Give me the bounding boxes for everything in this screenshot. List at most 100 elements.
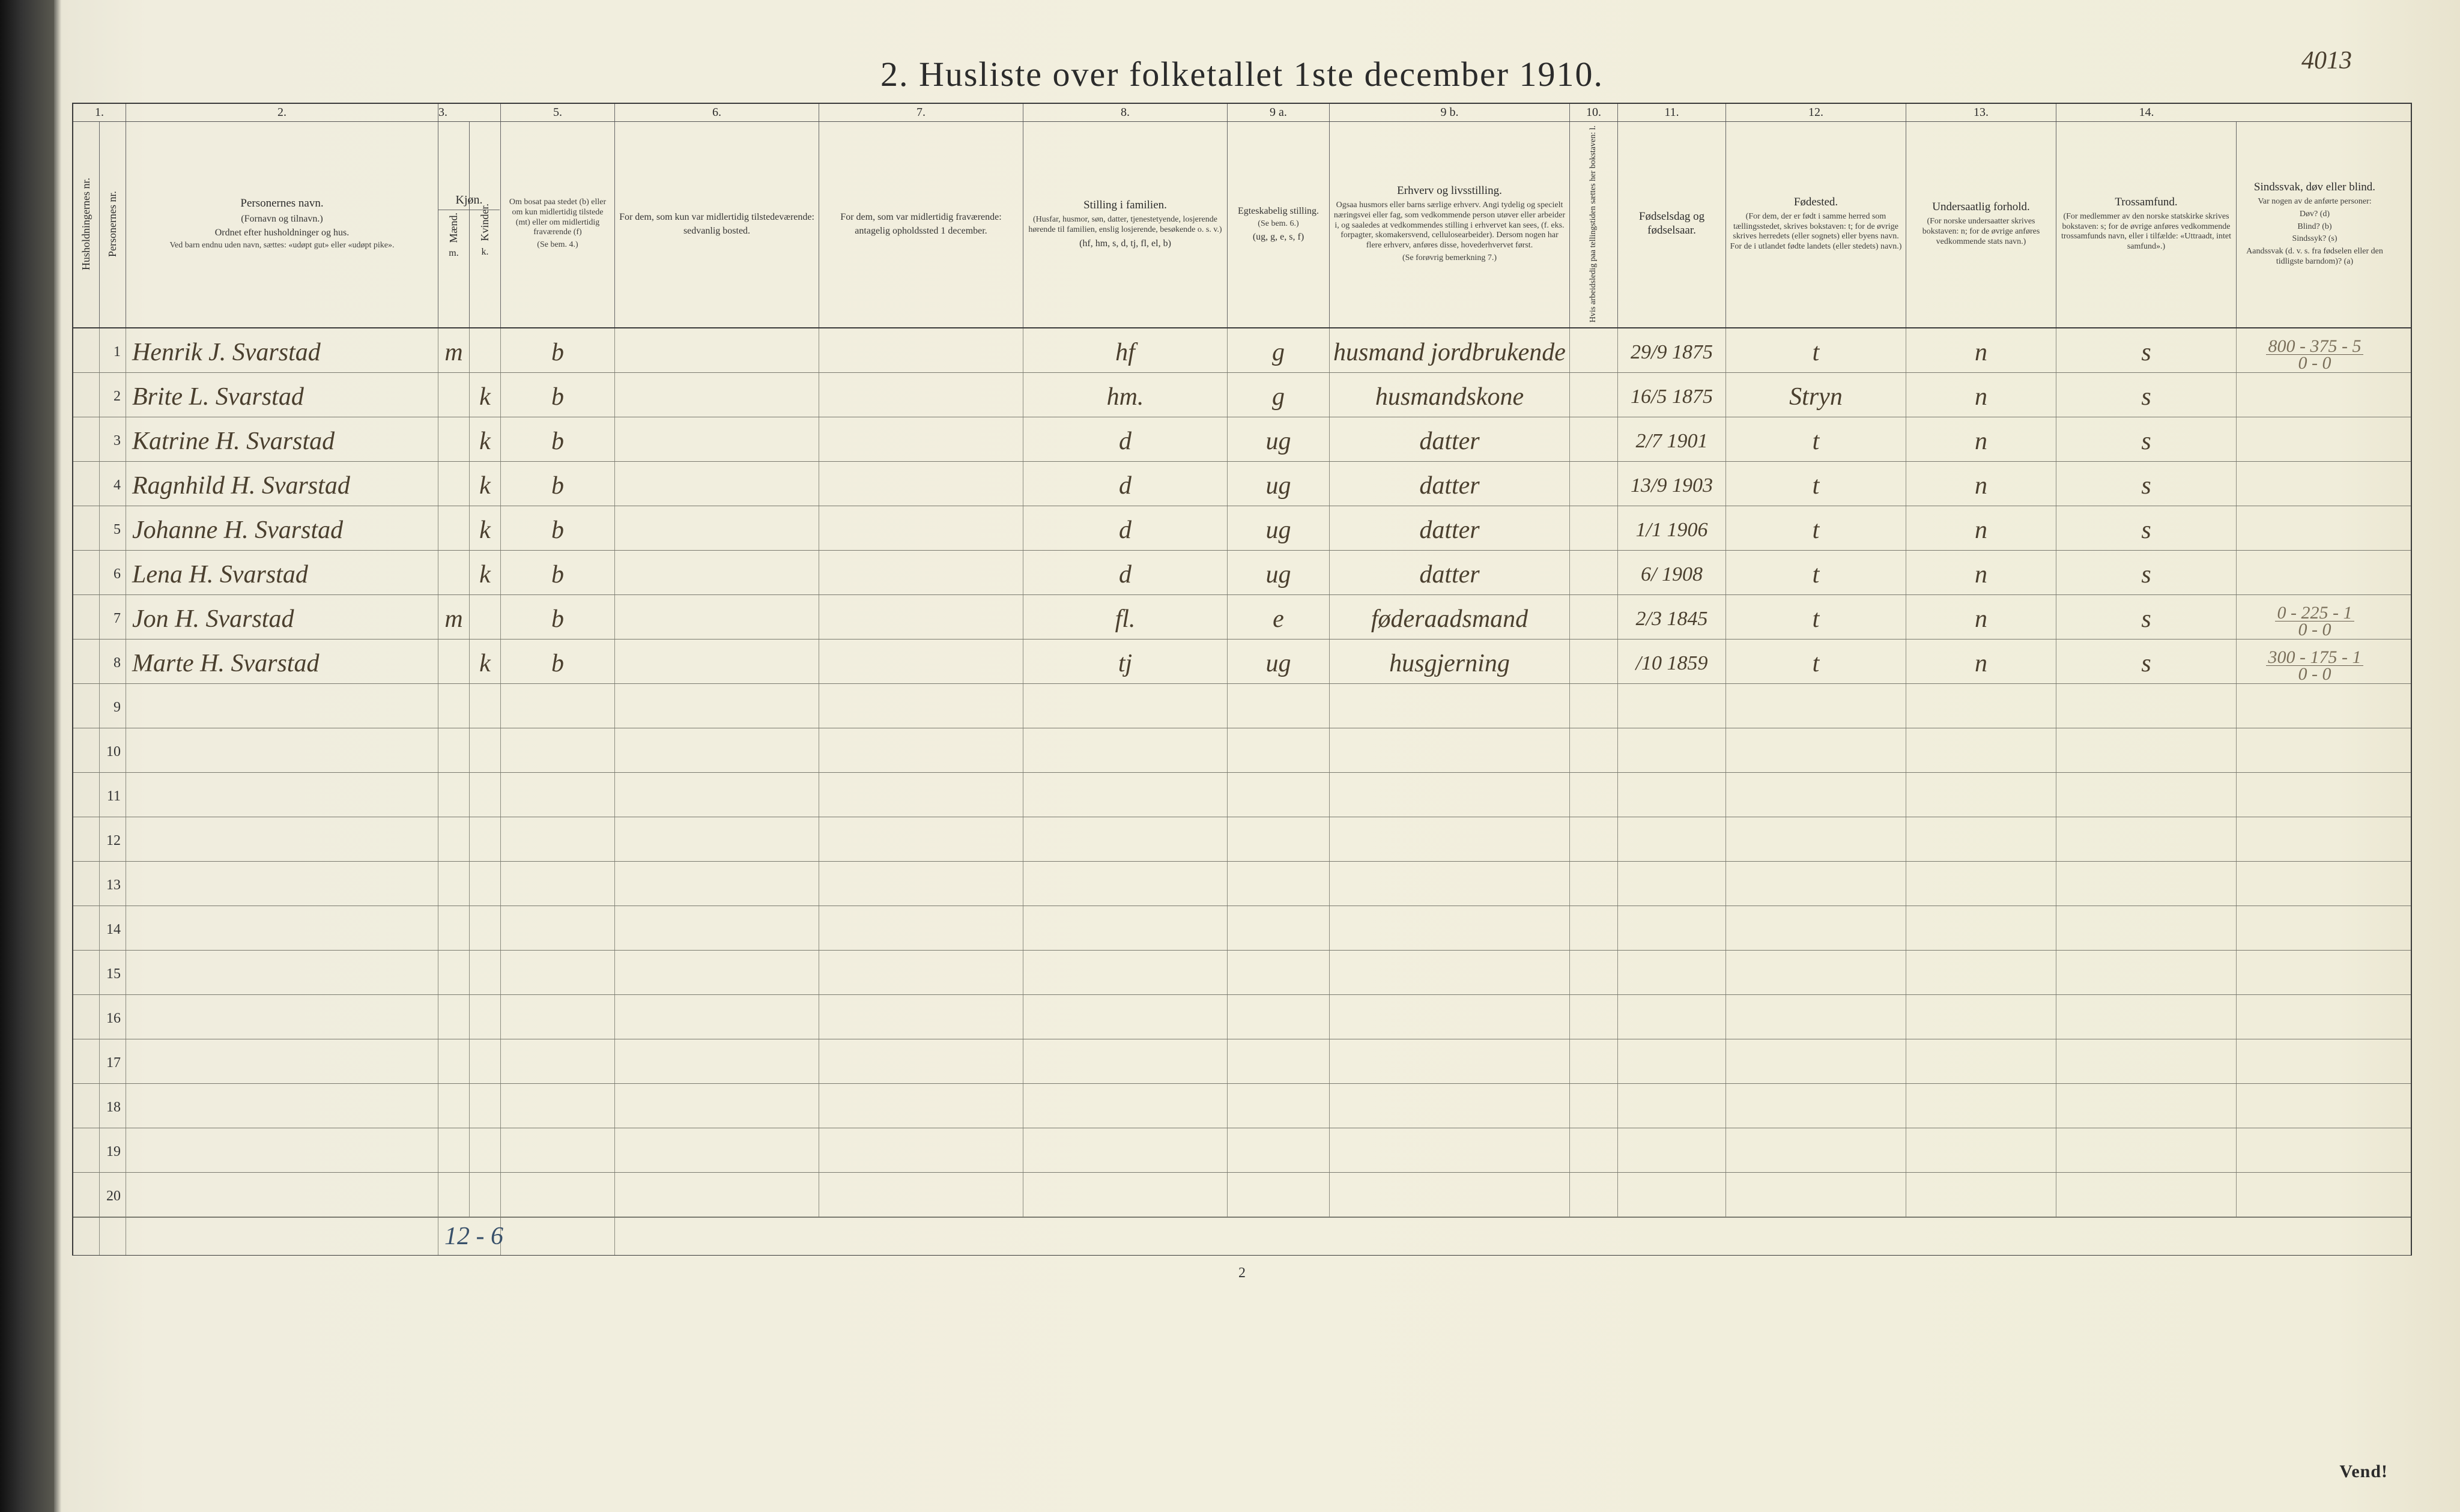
cell-temp-present <box>615 906 819 950</box>
hdr-names-s1: (Fornavn og tilnavn.) <box>130 213 434 225</box>
cell-person-nr: 17 <box>100 1039 126 1083</box>
cell-disability <box>2237 684 2393 728</box>
table-row: 16 <box>73 995 2411 1039</box>
table-row: 9 <box>73 684 2411 728</box>
cell-birthplace <box>1726 951 1906 994</box>
cell-birthplace <box>1726 773 1906 817</box>
cell-person-nr: 7 <box>100 595 126 639</box>
cell-sex-m: m <box>438 595 470 639</box>
colnum-11: 11. <box>1618 104 1726 121</box>
cell-disability <box>2237 373 2393 417</box>
cell-person-nr: 2 <box>100 373 126 417</box>
cell-birthplace <box>1726 862 1906 906</box>
cell-religion <box>2056 1039 2237 1083</box>
cell-birthdate: 29/9 1875 <box>1618 328 1726 372</box>
cell-residence: b <box>501 506 615 550</box>
hdr-birthdate-t: Fødselsdag og fødselsaar. <box>1622 210 1722 238</box>
cell-family-position: d <box>1023 417 1228 461</box>
cell-residence <box>501 862 615 906</box>
cell-marital <box>1228 906 1330 950</box>
cell-temp-absent <box>819 373 1023 417</box>
hdr-occupation-s2: (Se forøvrig bemerkning 7.) <box>1333 253 1566 264</box>
cell-birthplace: t <box>1726 506 1906 550</box>
cell-temp-absent <box>819 773 1023 817</box>
hdr-names-title: Personernes navn. <box>130 197 434 211</box>
cell-marital <box>1228 1128 1330 1172</box>
cell-person-nr: 10 <box>100 728 126 772</box>
cell-marital: ug <box>1228 551 1330 594</box>
cell-household-nr <box>73 862 100 906</box>
cell-sex-m <box>438 551 470 594</box>
cell-name <box>126 1173 438 1217</box>
cell-temp-absent <box>819 951 1023 994</box>
hdr-occupation-s1: Ogsaa husmors eller barns særlige erhver… <box>1333 201 1566 251</box>
cell-birthdate <box>1618 995 1726 1039</box>
cell-disability <box>2237 1084 2393 1128</box>
cell-person-nr: 1 <box>100 328 126 372</box>
cell-temp-present <box>615 328 819 372</box>
cell-occupation <box>1330 684 1570 728</box>
cell-unemployed <box>1570 640 1618 683</box>
cell-person-nr: 16 <box>100 995 126 1039</box>
cell-name <box>126 995 438 1039</box>
cell-unemployed <box>1570 506 1618 550</box>
cell-sex-k: k <box>470 373 501 417</box>
cell-unemployed <box>1570 328 1618 372</box>
cell-family-position <box>1023 773 1228 817</box>
cell-sex-m <box>438 1128 470 1172</box>
table-row: 19 <box>73 1128 2411 1173</box>
cell-unemployed <box>1570 906 1618 950</box>
colnum-9b: 9 b. <box>1330 104 1570 121</box>
hdr-temp-absent-t: For dem, som var midlertidig fraværende: <box>823 211 1019 223</box>
cell-unemployed <box>1570 862 1618 906</box>
cell-religion: s <box>2056 640 2237 683</box>
cell-temp-absent <box>819 817 1023 861</box>
hdr-occupation: Erhverv og livsstilling. Ogsaa husmors e… <box>1330 122 1570 327</box>
cell-disability <box>2237 728 2393 772</box>
cell-person-nr: 8 <box>100 640 126 683</box>
cell-sex-m: m <box>438 328 470 372</box>
cell-unemployed <box>1570 1128 1618 1172</box>
cell-temp-present <box>615 417 819 461</box>
hdr-disability-s1: Var nogen av de anførte personer: <box>2240 197 2389 207</box>
cell-family-position <box>1023 862 1228 906</box>
cell-household-nr <box>73 906 100 950</box>
cell-religion <box>2056 1173 2237 1217</box>
cell-sex-k <box>470 817 501 861</box>
colnum-1: 1. <box>73 104 126 121</box>
cell-family-position <box>1023 728 1228 772</box>
cell-disability <box>2237 1039 2393 1083</box>
table-row: 4Ragnhild H. Svarstadkbdugdatter13/9 190… <box>73 462 2411 506</box>
bottom-page-number: 2 <box>72 1265 2412 1281</box>
hdr-citizenship-t: Undersaatlig forhold. <box>1910 201 2052 214</box>
cell-sex-k: k <box>470 506 501 550</box>
cell-sex-k <box>470 773 501 817</box>
cell-disability <box>2237 1128 2393 1172</box>
hdr-disability: Sindssvak, døv eller blind. Var nogen av… <box>2237 122 2393 327</box>
column-headers: Husholdningernes nr. Personernes nr. Per… <box>73 122 2411 328</box>
cell-citizenship: n <box>1906 373 2056 417</box>
cell-household-nr <box>73 951 100 994</box>
cell-person-nr: 13 <box>100 862 126 906</box>
cell-disability: 300 - 175 - 10 - 0 <box>2237 640 2393 683</box>
cell-family-position <box>1023 1128 1228 1172</box>
cell-temp-present <box>615 951 819 994</box>
cell-birthplace <box>1726 1173 1906 1217</box>
cell-temp-present <box>615 373 819 417</box>
hdr-unemployed: Hvis arbeidsledig paa tellingstiden sætt… <box>1570 122 1618 327</box>
cell-sex-m <box>438 906 470 950</box>
cell-citizenship <box>1906 1173 2056 1217</box>
cell-residence <box>501 906 615 950</box>
cell-birthplace: t <box>1726 595 1906 639</box>
colnum-7: 7. <box>819 104 1023 121</box>
colnum-8: 8. <box>1023 104 1228 121</box>
table-row: 14 <box>73 906 2411 951</box>
cell-family-position: hm. <box>1023 373 1228 417</box>
cell-sex-m <box>438 1039 470 1083</box>
cell-unemployed <box>1570 373 1618 417</box>
cell-marital <box>1228 684 1330 728</box>
cell-temp-present <box>615 1173 819 1217</box>
cell-marital <box>1228 728 1330 772</box>
cell-family-position: d <box>1023 506 1228 550</box>
cell-sex-m <box>438 862 470 906</box>
